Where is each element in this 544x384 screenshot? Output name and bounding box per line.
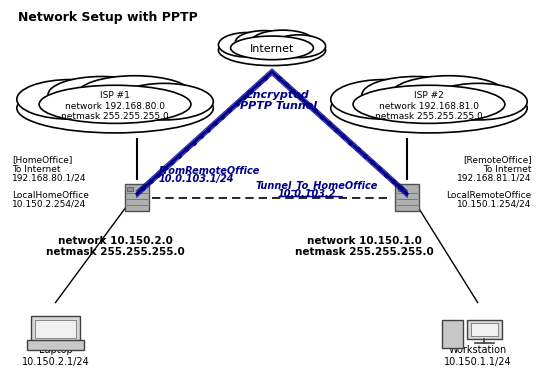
Text: 10.0.103.2: 10.0.103.2 — [277, 189, 336, 199]
Ellipse shape — [48, 76, 155, 113]
FancyBboxPatch shape — [27, 339, 84, 350]
Text: 10.150.2.254/24: 10.150.2.254/24 — [12, 200, 86, 209]
FancyBboxPatch shape — [471, 323, 498, 336]
Text: Encrypted
PPTP Tunnel: Encrypted PPTP Tunnel — [239, 90, 317, 111]
Ellipse shape — [236, 31, 294, 53]
Ellipse shape — [17, 79, 124, 119]
Text: ISP #1
network 192.168.80.0
netmask 255.255.255.0: ISP #1 network 192.168.80.0 netmask 255.… — [61, 91, 169, 121]
Ellipse shape — [362, 76, 469, 113]
FancyBboxPatch shape — [442, 320, 463, 348]
Ellipse shape — [391, 76, 506, 114]
Text: 10.150.1.254/24: 10.150.1.254/24 — [458, 200, 532, 209]
FancyBboxPatch shape — [127, 187, 133, 191]
Text: Internet: Internet — [250, 44, 294, 54]
Text: [RemoteOffice]: [RemoteOffice] — [463, 155, 532, 164]
Ellipse shape — [251, 30, 314, 54]
FancyBboxPatch shape — [125, 184, 149, 211]
Ellipse shape — [272, 35, 325, 58]
Text: ISP #2
network 192.168.81.0
netmask 255.255.255.0: ISP #2 network 192.168.81.0 netmask 255.… — [375, 91, 483, 121]
Text: To Internet: To Internet — [12, 166, 61, 174]
Ellipse shape — [331, 83, 527, 133]
Text: FromRemoteOffice: FromRemoteOffice — [158, 166, 259, 176]
Text: LocalRemoteOffice: LocalRemoteOffice — [447, 191, 532, 200]
Ellipse shape — [429, 83, 527, 120]
Text: [HomeOffice]: [HomeOffice] — [12, 155, 72, 164]
Text: Network Setup with PPTP: Network Setup with PPTP — [17, 11, 197, 24]
FancyBboxPatch shape — [395, 184, 419, 211]
Text: 10.0.103.1/24: 10.0.103.1/24 — [158, 174, 234, 184]
FancyBboxPatch shape — [467, 320, 502, 339]
Text: 192.168.81.1/24: 192.168.81.1/24 — [458, 174, 532, 182]
Text: network 10.150.1.0
netmask 255.255.255.0: network 10.150.1.0 netmask 255.255.255.0 — [295, 236, 434, 257]
Ellipse shape — [17, 83, 213, 133]
Ellipse shape — [219, 33, 277, 57]
Ellipse shape — [115, 83, 213, 120]
Ellipse shape — [331, 79, 438, 119]
Ellipse shape — [219, 35, 325, 66]
FancyBboxPatch shape — [398, 187, 403, 191]
Text: network 10.150.2.0
netmask 255.255.255.0: network 10.150.2.0 netmask 255.255.255.0 — [46, 236, 184, 257]
Text: To Internet: To Internet — [483, 166, 532, 174]
Ellipse shape — [353, 85, 505, 123]
FancyBboxPatch shape — [35, 320, 76, 338]
Text: LocalHomeOffice: LocalHomeOffice — [12, 191, 89, 200]
Ellipse shape — [231, 36, 313, 60]
Text: Tunnel_To_HomeOffice: Tunnel_To_HomeOffice — [256, 181, 378, 191]
Ellipse shape — [39, 85, 191, 123]
FancyBboxPatch shape — [31, 316, 80, 341]
Text: Laptop
10.150.2.1/24: Laptop 10.150.2.1/24 — [22, 345, 89, 367]
Ellipse shape — [77, 76, 193, 114]
Text: Workstation
10.150.1.1/24: Workstation 10.150.1.1/24 — [444, 345, 511, 367]
Text: 192.168.80.1/24: 192.168.80.1/24 — [12, 174, 86, 182]
